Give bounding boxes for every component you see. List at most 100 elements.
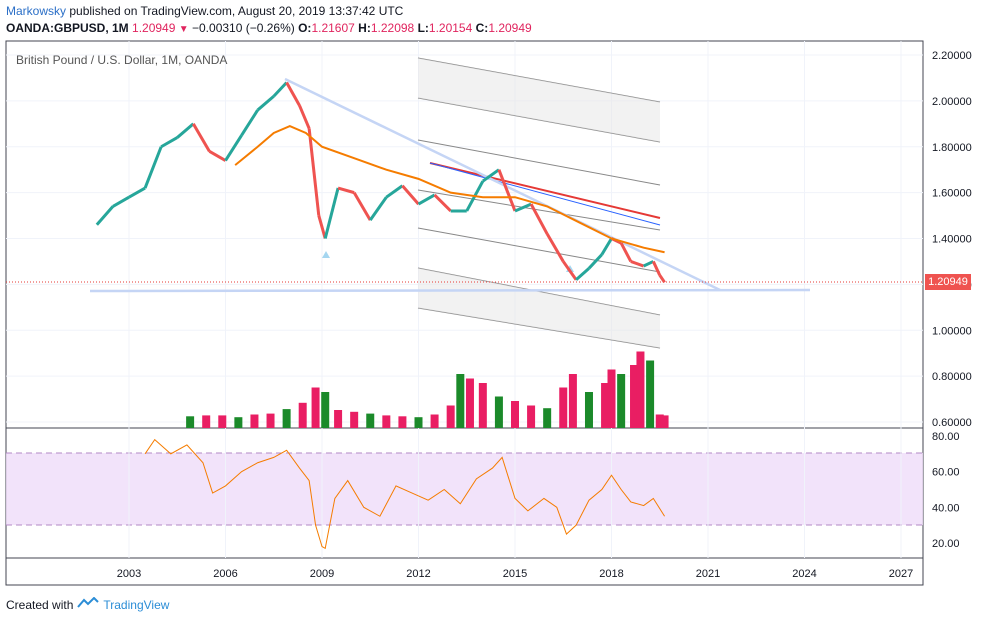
tradingview-link[interactable]: TradingView bbox=[103, 597, 170, 612]
tradingview-logo-icon bbox=[77, 596, 100, 612]
x-tick-label: 2021 bbox=[696, 568, 720, 580]
rsi-axis[interactable]: 80.00 60.00 40.00 20.00 bbox=[932, 431, 960, 550]
price-segment bbox=[298, 104, 311, 129]
down-arrow-icon: ▼ bbox=[178, 24, 189, 35]
symbol-label: OANDA:GBPUSD, 1M bbox=[6, 21, 129, 35]
price-segment bbox=[337, 186, 355, 195]
price-segment bbox=[481, 168, 500, 183]
low-label: L: bbox=[417, 21, 429, 35]
price-segment bbox=[619, 242, 633, 263]
price-segment bbox=[643, 260, 654, 268]
price-axis[interactable]: 2.200002.000001.800001.600001.400001.200… bbox=[932, 50, 972, 429]
price-segment bbox=[658, 274, 666, 284]
price-segment bbox=[417, 193, 436, 206]
high-value: 1.22098 bbox=[370, 21, 415, 35]
price-series bbox=[95, 81, 666, 284]
volume-bar bbox=[414, 417, 423, 428]
chart-title: British Pound / U.S. Dollar, 1M, OANDA bbox=[16, 53, 227, 67]
price-segment bbox=[575, 267, 590, 281]
price-segment bbox=[176, 122, 195, 139]
created-with-label: Created with bbox=[6, 597, 74, 612]
price-segment bbox=[208, 150, 227, 162]
x-tick-label: 2015 bbox=[503, 568, 527, 580]
volume-bars bbox=[186, 351, 669, 428]
x-tick-label: 2006 bbox=[213, 568, 237, 580]
price-segment bbox=[112, 195, 130, 208]
chart-frame bbox=[5, 40, 924, 586]
volume-bar bbox=[494, 396, 503, 428]
x-tick-label: 2024 bbox=[792, 568, 816, 580]
volume-bar bbox=[646, 360, 655, 428]
open-label: O: bbox=[298, 21, 312, 35]
change-value: −0.00310 (−0.26%) bbox=[192, 21, 295, 35]
y-tick-label: 1.80000 bbox=[932, 142, 972, 154]
price-segment bbox=[545, 233, 565, 263]
volume-bar bbox=[465, 378, 474, 428]
pivot-marker bbox=[322, 251, 330, 258]
low-value: 1.20154 bbox=[428, 21, 473, 35]
high-label: H: bbox=[358, 21, 371, 35]
volume-bar bbox=[660, 415, 669, 428]
volume-bar bbox=[321, 392, 330, 428]
rsi-tick-label: 80.00 bbox=[932, 431, 960, 443]
price-segment bbox=[651, 260, 662, 276]
price-segment bbox=[143, 146, 163, 189]
volume-bar bbox=[568, 374, 577, 428]
volume-bar bbox=[559, 387, 568, 428]
price-segment bbox=[600, 237, 613, 256]
volume-bar bbox=[607, 369, 616, 428]
price-segment bbox=[529, 203, 549, 235]
price-segment bbox=[192, 123, 211, 153]
volume-bar bbox=[202, 415, 211, 428]
price-segment bbox=[369, 196, 388, 222]
volume-bar bbox=[311, 387, 320, 428]
open-value: 1.21607 bbox=[311, 21, 355, 35]
x-tick-label: 2018 bbox=[599, 568, 623, 580]
rsi-tick-label: 40.00 bbox=[932, 502, 960, 514]
price-segment bbox=[160, 136, 178, 149]
price-segment bbox=[95, 205, 115, 226]
author-link[interactable]: Markowsky bbox=[6, 4, 67, 18]
volume-bar bbox=[398, 416, 407, 428]
volume-bar bbox=[655, 414, 664, 428]
close-value: 1.20949 bbox=[488, 21, 532, 35]
volume-bar bbox=[478, 383, 487, 428]
time-axis[interactable]: 2003 2006 2009 2012 2015 2018 2021 2024 2027 bbox=[117, 568, 913, 580]
volume-bar bbox=[630, 365, 639, 428]
volume-bar bbox=[334, 410, 343, 428]
price-segment bbox=[630, 260, 645, 268]
y-tick-label: 2.00000 bbox=[932, 96, 972, 108]
volume-bar bbox=[234, 417, 243, 428]
y-tick-label: 2.20000 bbox=[932, 50, 972, 62]
volume-bar bbox=[266, 413, 275, 428]
y-tick-label: 1.00000 bbox=[932, 325, 972, 337]
price-segment bbox=[285, 81, 301, 107]
volume-bar bbox=[218, 415, 227, 428]
price-segment bbox=[224, 134, 243, 162]
x-tick-label: 2009 bbox=[310, 568, 334, 580]
price-segment bbox=[401, 184, 420, 206]
volume-bar bbox=[250, 414, 259, 428]
y-tick-label: 1.40000 bbox=[932, 234, 972, 246]
price-segment bbox=[323, 187, 340, 239]
rsi-series bbox=[144, 438, 665, 550]
rsi-tick-label: 20.00 bbox=[932, 538, 960, 550]
volume-bar bbox=[298, 402, 307, 428]
price-segment bbox=[256, 95, 275, 112]
volume-bar bbox=[430, 414, 439, 428]
x-tick-label: 2012 bbox=[406, 568, 430, 580]
price-segment bbox=[352, 191, 372, 221]
close-label: C: bbox=[475, 21, 489, 35]
volume-bar bbox=[366, 413, 375, 428]
publish-info: Markowsky published on TradingView.com, … bbox=[6, 4, 403, 18]
last-value: 1.20949 bbox=[132, 21, 176, 35]
volume-bar bbox=[456, 374, 465, 428]
volume-bar bbox=[527, 405, 536, 428]
volume-bar bbox=[382, 415, 391, 428]
price-segment bbox=[497, 169, 517, 212]
volume-bar bbox=[350, 411, 359, 428]
x-tick-label: 2027 bbox=[889, 568, 913, 580]
price-segment bbox=[587, 253, 603, 270]
trend-lines bbox=[89, 77, 811, 293]
